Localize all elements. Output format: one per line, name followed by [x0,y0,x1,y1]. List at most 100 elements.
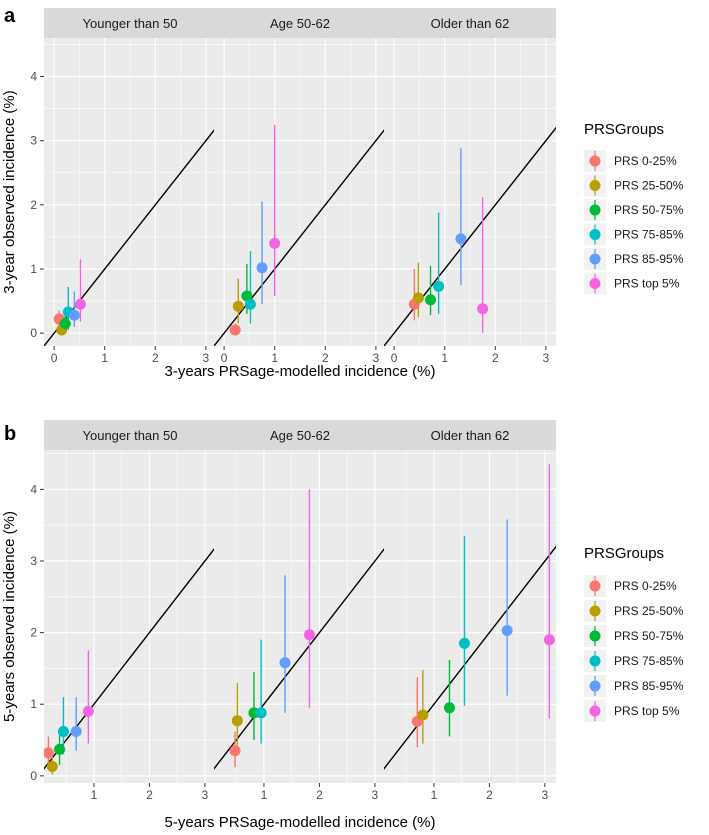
facet-0: Younger than 50 0 1 2 3 0 1 2 3 4 [30,8,216,365]
legend-key-point [589,155,601,167]
y-tick-label: 1 [30,697,37,711]
data-point [269,237,281,249]
x-tick-label: 2 [492,351,499,365]
facet-strip-label: Younger than 50 [83,16,178,31]
y-tick-label: 3 [30,134,37,148]
facet-strip-label: Older than 62 [431,16,510,31]
x-tick-label: 1 [101,351,108,365]
x-tick-label: 1 [271,351,278,365]
data-point [256,262,268,274]
legend-item: PRS 0-25% [584,150,677,172]
legend-label: PRS 50-75% [614,203,684,217]
x-tick-label: 0 [391,351,398,365]
data-point [46,761,58,773]
data-point [412,292,424,304]
data-point [417,709,429,721]
data-point [229,324,241,336]
identity-line [214,545,386,770]
legend-label: PRS 0-25% [614,154,677,168]
legend-key-point [589,253,601,265]
y-tick-label: 4 [30,482,37,496]
x-tick-label: 1 [91,788,98,802]
x-tick-label: 2 [146,788,153,802]
legend-label: PRS 0-25% [614,579,677,593]
legend-item: PRS 85-95% [584,248,684,270]
y-tick-label: 4 [30,70,37,84]
data-point [303,629,315,641]
x-tick-label: 3 [542,788,549,802]
plot-area [384,38,556,346]
facet-strip-label: Age 50-62 [270,16,330,31]
y-tick-label: 2 [30,198,37,212]
legend-label: PRS 25-50% [614,179,684,193]
data-point [82,705,94,717]
legend-item: PRS 50-75% [584,199,684,221]
legend-key-point [589,278,601,289]
x-tick-label: 1 [441,351,448,365]
plot-area [44,450,216,783]
data-point [231,715,243,727]
y-tick-label: 0 [30,769,37,783]
legend-key-point [589,229,601,240]
data-point [229,745,241,757]
legend-key-point [589,630,601,642]
identity-line [384,126,556,346]
data-point [255,707,267,719]
legend-label: PRS 25-50% [614,604,684,618]
plot-area [214,450,386,783]
legend-label: PRS 85-95% [614,252,684,266]
plot-panel [44,450,216,783]
identity-line [384,545,556,770]
y-tick-label: 2 [30,626,37,640]
x-tick-label: 3 [203,351,210,365]
facet-1: Age 50-62 0 1 2 3 [214,8,386,365]
facet-strip [384,8,556,38]
legend-item: PRS 0-25% [584,575,677,597]
legend-item: PRS 25-50% [584,174,684,197]
data-point [501,624,513,636]
data-point [458,637,470,649]
legend-label: PRS top 5% [614,704,680,718]
x-tick-label: 0 [221,351,228,365]
x-tick-label: 2 [152,351,159,365]
facet-2: Older than 62 1 2 3 [384,420,556,802]
x-tick-label: 1 [431,788,438,802]
y-tick-label: 3 [30,554,37,568]
panel-letter: a [4,5,16,27]
y-axis-title: 3-year observed incidence (%) [1,90,18,293]
legend-item: PRS top 5% [584,272,680,295]
data-point [57,725,69,737]
facet-strip [384,420,556,450]
facet-strip [44,420,216,450]
data-point [433,280,445,292]
identity-line [214,126,386,346]
plot-panel [384,450,556,783]
x-tick-label: 3 [543,351,550,365]
facet-strip-label: Age 50-62 [270,428,330,443]
data-point [59,318,71,330]
data-point [443,702,455,714]
x-axis-title: 5-years PRSage-modelled incidence (%) [165,814,436,831]
legend-label: PRS 85-95% [614,679,684,693]
data-point [455,233,467,245]
y-tick-label: 0 [30,326,37,340]
facet-strip [214,8,386,38]
data-point [241,290,253,302]
legend-item: PRS 75-85% [584,223,684,246]
identity-line [44,126,216,346]
x-tick-label: 3 [202,788,209,802]
legend-item: PRS 50-75% [584,625,684,647]
data-point [425,294,437,306]
data-point [232,300,244,312]
facet-strip-label: Older than 62 [431,428,510,443]
x-tick-label: 2 [316,788,323,802]
y-axis-title: 5-years observed incidence (%) [1,511,18,722]
data-point [54,743,66,755]
x-tick-label: 0 [51,351,58,365]
data-point [68,309,80,321]
legend-title: PRSGroups [584,121,664,138]
legend-item: PRS top 5% [584,700,680,722]
